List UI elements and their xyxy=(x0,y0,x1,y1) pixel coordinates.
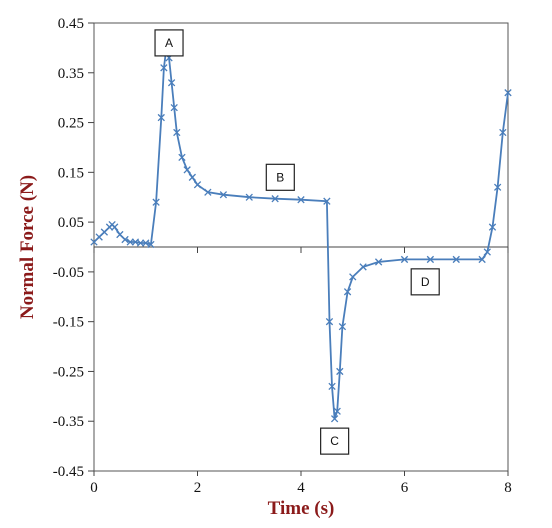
x-tick-label: 8 xyxy=(504,480,512,496)
annotation-box xyxy=(265,163,295,191)
data-point-marker xyxy=(142,239,150,247)
data-point-marker xyxy=(152,198,160,206)
annotation-box xyxy=(154,29,184,57)
data-point-marker xyxy=(343,288,352,296)
data-point-marker xyxy=(478,255,486,264)
data-point-marker xyxy=(359,263,367,271)
data-point-marker xyxy=(157,113,165,122)
annotation-d: D xyxy=(410,268,440,296)
data-point-marker xyxy=(178,153,186,162)
x-tick-label: 6 xyxy=(401,480,409,496)
data-point-marker xyxy=(452,255,460,264)
y-tick-label: -0.15 xyxy=(53,315,84,331)
annotation-box xyxy=(320,427,350,455)
data-point-marker xyxy=(188,173,196,181)
y-tick-label: -0.25 xyxy=(53,364,84,380)
y-tick-label: 0.05 xyxy=(58,215,84,231)
data-point-marker xyxy=(488,223,497,231)
data-point-marker xyxy=(183,166,191,174)
annotation-boxes: A B C D xyxy=(154,29,440,455)
annotation-label: C xyxy=(330,434,339,448)
data-point-marker xyxy=(336,367,344,376)
data-point-marker xyxy=(160,64,168,72)
data-point-marker xyxy=(219,191,228,199)
data-point-marker xyxy=(111,223,119,231)
data-point-marker xyxy=(325,318,334,326)
data-point-marker xyxy=(374,258,383,266)
data-point-marker xyxy=(245,193,253,201)
data-point-marker xyxy=(493,183,502,191)
data-point-marker xyxy=(333,407,341,415)
data-point-marker xyxy=(170,103,178,112)
annotation-b: B xyxy=(265,163,295,191)
data-point-marker xyxy=(121,235,129,244)
y-tick-label: 0.45 xyxy=(58,16,84,32)
y-axis-ticks: 0.45 0.35 0.25 0.15 0.05 -0.05 -0.15 -0.25 -0.35… xyxy=(53,16,94,480)
series-line xyxy=(93,47,509,419)
data-point-marker xyxy=(499,128,507,137)
data-point-marker xyxy=(204,188,212,196)
x-tick-label: 2 xyxy=(194,480,202,496)
data-point-marker xyxy=(297,196,305,204)
y-tick-label: 0.15 xyxy=(58,165,84,181)
y-axis-title: Normal Force (N) xyxy=(17,175,38,319)
data-point-marker xyxy=(193,181,202,189)
x-axis-ticks: 0 2 4 6 8 xyxy=(90,247,512,496)
data-point-marker xyxy=(338,322,347,331)
data-point-marker xyxy=(167,79,176,87)
y-tick-label: -0.05 xyxy=(53,265,84,281)
series-markers xyxy=(90,44,512,423)
data-point-marker xyxy=(173,128,181,137)
data-point-marker xyxy=(330,415,339,423)
data-point-marker xyxy=(271,195,279,203)
data-point-marker xyxy=(426,255,435,264)
y-tick-label: 0.35 xyxy=(58,66,84,82)
annotation-c: C xyxy=(320,427,350,455)
annotation-box xyxy=(410,268,440,296)
annotation-label: D xyxy=(421,275,430,289)
y-tick-label: 0.25 xyxy=(58,116,84,132)
x-tick-label: 0 xyxy=(90,480,98,496)
data-point-marker xyxy=(483,248,491,256)
annotation-a: A xyxy=(154,29,184,57)
data-point-marker xyxy=(349,273,357,281)
data-point-marker xyxy=(323,197,331,205)
y-tick-label: -0.45 xyxy=(53,464,84,480)
data-point-marker xyxy=(328,382,336,391)
data-point-marker xyxy=(400,255,409,264)
data-point-marker xyxy=(504,89,512,97)
annotation-label: A xyxy=(165,36,173,50)
data-point-marker xyxy=(147,240,155,249)
annotation-label: B xyxy=(276,170,284,184)
x-tick-label: 4 xyxy=(297,480,305,496)
x-axis-title: Time (s) xyxy=(268,498,335,519)
y-tick-label: -0.35 xyxy=(53,414,84,430)
